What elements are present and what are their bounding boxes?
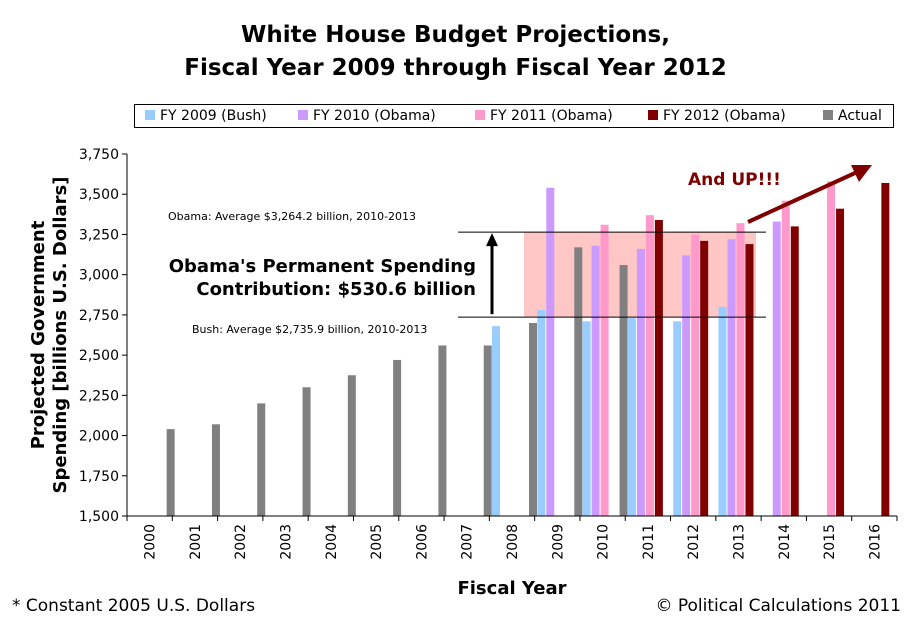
bar-actual-2009 [574,247,583,516]
y-tick-label-3000: 3,000 [79,268,119,284]
y-tick-label-2750: 2,750 [79,308,119,324]
legend-label-fy2010: FY 2010 (Obama) [313,108,436,124]
and-up-arrow-head [851,165,872,182]
bar-fy-2012-obama--2011 [654,219,663,516]
legend-label-fy2011: FY 2011 (Obama) [490,108,613,124]
legend-swatch-fy2009 [145,110,155,120]
y-axis-title-line1: Projected Government [28,220,49,449]
bar-actual-2003 [302,387,311,516]
contribution-arrow-head [486,233,498,247]
x-tick-label-2000: 2000 [143,524,159,560]
y-tick-label-2500: 2,500 [79,348,119,364]
bar-fy-2009-bush--2011 [627,318,636,516]
x-tick-label-2001: 2001 [188,524,204,560]
legend-label-fy2009: FY 2009 (Bush) [160,108,267,124]
x-tick-label-2012: 2012 [686,524,702,560]
bar-fy-2010-obama--2014 [772,221,781,516]
legend-swatch-actual [823,110,833,120]
legend-label-fy2012: FY 2012 (Obama) [663,108,786,124]
legend-swatch-fy2010 [298,110,308,120]
bar-fy-2012-obama--2012 [700,240,709,516]
bar-fy-2009-bush--2013 [718,306,727,516]
x-tick-label-2009: 2009 [550,524,566,560]
x-tick-label-2006: 2006 [414,524,430,560]
legend: FY 2009 (Bush) FY 2010 (Obama) FY 2011 (… [134,104,894,128]
y-tick-label-3500: 3,500 [79,187,119,203]
legend-label-actual: Actual [838,108,882,124]
bar-fy-2011-obama--2010 [600,224,609,516]
bar-fy-2011-obama--2013 [736,223,745,516]
x-tick-label-2005: 2005 [369,524,385,560]
bar-fy-2010-obama--2010 [591,245,600,516]
legend-item-actual: Actual [823,108,882,124]
bar-fy-2009-bush--2008 [492,326,500,516]
chart-title-line1: White House Budget Projections, [241,22,670,48]
bar-actual-2002 [257,403,266,516]
bar-fy-2011-obama--2011 [645,215,654,517]
x-tick-label-2003: 2003 [279,524,295,560]
bar-actual-2007 [483,345,492,516]
x-tick-label-2004: 2004 [324,524,340,560]
obama-average-label: Obama: Average $3,264.2 billion, 2010-20… [168,210,416,223]
legend-item-fy2010: FY 2010 (Obama) [298,108,436,124]
x-axis-title: Fiscal Year [457,578,566,599]
y-tick-label-3750: 3,750 [79,147,119,163]
bar-actual-2005 [393,359,402,516]
bar-fy-2012-obama--2016 [881,182,890,516]
bar-fy-2009-bush--2009 [537,310,546,516]
legend-swatch-fy2011 [475,110,485,120]
x-tick-label-2013: 2013 [731,524,747,560]
y-tick-label-3250: 3,250 [79,227,119,243]
y-tick-label-2000: 2,000 [79,429,119,445]
bar-actual-2004 [347,375,356,516]
and-up-arrow-shaft [747,171,856,224]
bar-fy-2011-obama--2015 [827,181,836,516]
bar-actual-2010 [619,265,628,516]
bar-fy-2010-obama--2011 [636,248,645,516]
y-tick-label-1500: 1,500 [79,509,119,525]
y-axis-title-line2: Spending [billions U.S. Dollars] [50,177,71,494]
bar-actual-2006 [438,345,447,516]
contribution-label-line2: Contribution: $530.6 billion [196,279,476,300]
x-tick-label-2010: 2010 [596,524,612,560]
bar-fy-2011-obama--2012 [691,234,700,516]
bush-average-label: Bush: Average $2,735.9 billion, 2010-201… [192,323,427,336]
bar-fy-2010-obama--2013 [727,239,736,516]
bar-fy-2010-obama--2009 [546,187,555,516]
bar-fy-2010-obama--2012 [682,255,691,517]
contribution-label-line1: Obama's Permanent Spending [169,256,476,277]
bar-fy-2009-bush--2010 [582,321,591,516]
bar-fy-2012-obama--2015 [836,208,845,517]
legend-item-fy2011: FY 2011 (Obama) [475,108,613,124]
bar-fy-2012-obama--2014 [790,226,799,516]
chart-title-line2: Fiscal Year 2009 through Fiscal Year 201… [184,55,727,81]
legend-item-fy2009: FY 2009 (Bush) [145,108,267,124]
and-up-label: And UP!!! [688,170,781,190]
y-tick-label-2250: 2,250 [79,388,119,404]
legend-swatch-fy2012 [648,110,658,120]
y-tick-label-1750: 1,750 [79,469,119,485]
legend-item-fy2012: FY 2012 (Obama) [648,108,786,124]
bar-fy-2012-obama--2013 [745,244,754,516]
x-tick-label-2011: 2011 [641,524,657,560]
bar-actual-2000 [166,429,175,516]
x-tick-label-2016: 2016 [867,524,883,560]
bar-actual-2008 [529,322,537,516]
x-tick-label-2002: 2002 [233,524,249,560]
x-tick-label-2008: 2008 [505,524,521,560]
x-tick-label-2014: 2014 [777,524,793,560]
footer-note: * Constant 2005 U.S. Dollars [12,596,256,616]
bar-actual-2001 [211,424,220,516]
bar-fy-2011-obama--2014 [781,200,790,516]
footer-copyright: © Political Calculations 2011 [655,596,901,616]
x-tick-label-2015: 2015 [822,524,838,560]
bar-fy-2009-bush--2012 [673,321,682,516]
x-tick-label-2007: 2007 [460,524,476,560]
